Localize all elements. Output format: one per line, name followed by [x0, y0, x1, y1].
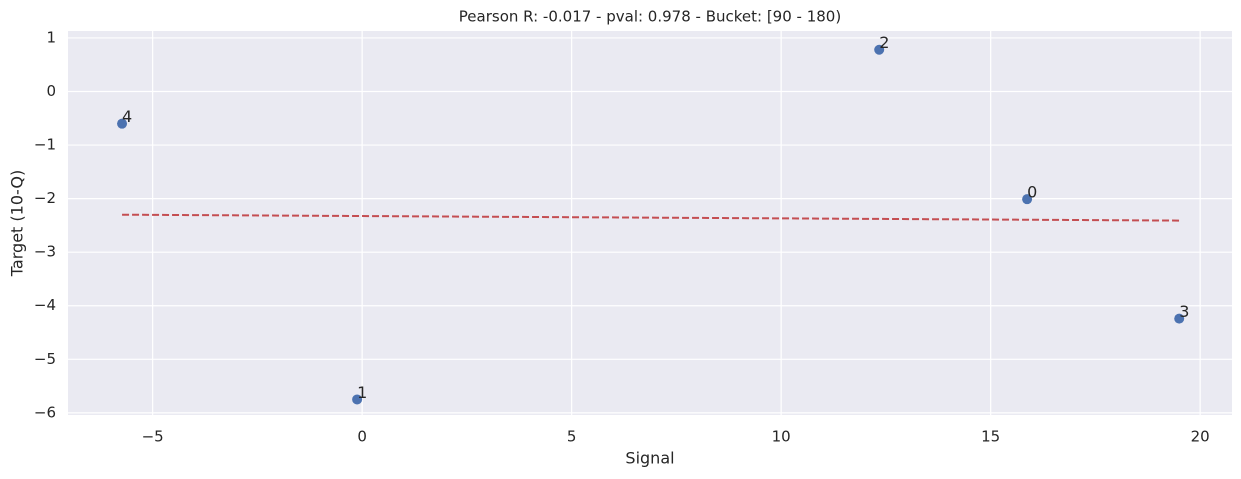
x-tick-label: 10	[772, 428, 791, 446]
x-axis-label: Signal	[625, 449, 674, 468]
point	[117, 118, 128, 129]
y-tick-label: 0	[46, 82, 56, 100]
x-tick-label: 5	[567, 428, 577, 446]
y-tick-label: −3	[34, 243, 56, 261]
fit-line	[122, 213, 1180, 222]
point-label: 3	[1179, 302, 1189, 321]
point	[1174, 313, 1185, 324]
point	[1022, 194, 1033, 205]
x-tick-label: 0	[357, 428, 367, 446]
point-label: 1	[357, 383, 367, 402]
y-tick-label: −5	[34, 350, 56, 368]
y-tick-label: −1	[34, 136, 56, 154]
point	[352, 394, 363, 405]
x-tick-label: 20	[1191, 428, 1210, 446]
y-tick-label: −2	[34, 189, 56, 207]
x-tick-label: 15	[981, 428, 1000, 446]
y-axis-label: Target (10-Q)	[8, 170, 27, 277]
point	[874, 44, 885, 55]
y-tick-label: 1	[46, 28, 56, 46]
point-label: 2	[879, 33, 889, 52]
point-label: 0	[1027, 183, 1037, 202]
point-label: 4	[122, 107, 132, 126]
y-tick-label: −6	[34, 403, 56, 421]
plot-area	[68, 31, 1232, 415]
y-tick-label: −4	[34, 296, 56, 314]
chart-title: Pearson R: -0.017 - pval: 0.978 - Bucket…	[459, 8, 841, 26]
x-tick-label: −5	[142, 428, 164, 446]
